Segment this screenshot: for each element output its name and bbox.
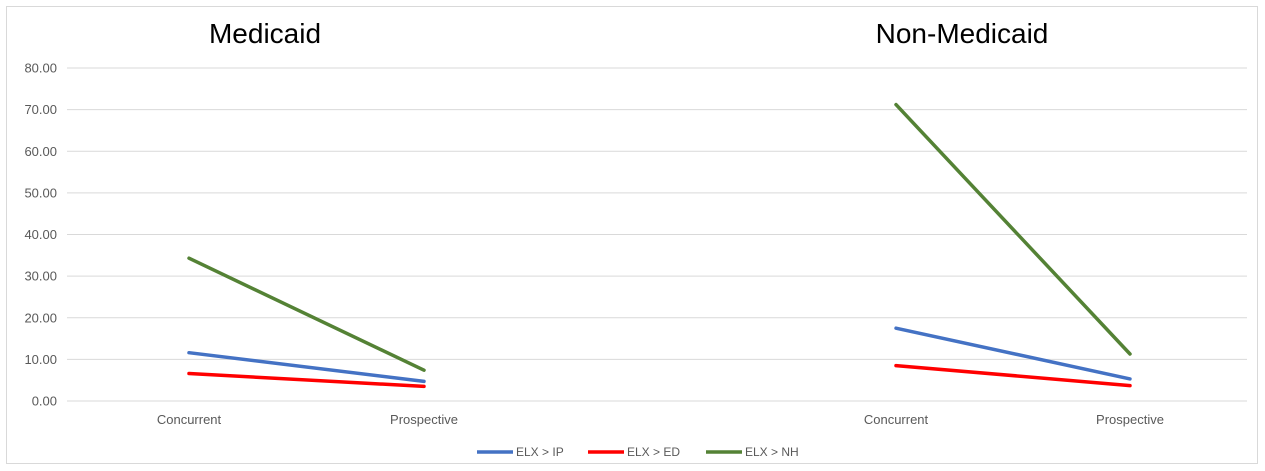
y-tick-label: 40.00 [24,227,57,242]
y-tick-label: 20.00 [24,310,57,325]
series-lines [187,102,1132,389]
y-axis-tick-labels: 0.00 10.00 20.00 30.00 40.00 50.00 60.00 70.00 8… [24,61,57,409]
series-line-elx-ip-medicaid [187,350,426,384]
panel-title: Medicaid [209,18,321,49]
x-tick-label: Concurrent [864,412,929,427]
y-tick-label: 30.00 [24,269,57,284]
y-tick-label: 80.00 [24,61,57,76]
y-tick-label: 60.00 [24,144,57,159]
series-line-elx-nh-non-medicaid [894,102,1132,356]
legend-label: ELX > IP [516,445,564,459]
series-line-elx-ip-non-medicaid [894,326,1132,381]
y-tick-label: 0.00 [32,394,57,409]
y-tick-label: 70.00 [24,102,57,117]
x-tick-label: Prospective [390,412,458,427]
panel-titles: Medicaid Non-Medicaid [209,18,1048,49]
x-tick-label: Concurrent [157,412,222,427]
x-tick-label: Prospective [1096,412,1164,427]
y-tick-label: 10.00 [24,352,57,367]
x-axis-tick-labels: Concurrent Prospective Concurrent Prospecti… [157,412,1164,427]
legend-label: ELX > ED [627,445,680,459]
gridlines [67,67,1247,402]
legend-label: ELX > NH [745,445,799,459]
series-line-elx-nh-medicaid [187,256,426,372]
series-line-elx-ed-medicaid [187,371,426,389]
series-line-elx-ed-non-medicaid [894,363,1132,388]
y-tick-label: 50.00 [24,185,57,200]
legend: ELX > IP ELX > ED ELX > NH [477,445,799,459]
panel-title: Non-Medicaid [876,18,1049,49]
